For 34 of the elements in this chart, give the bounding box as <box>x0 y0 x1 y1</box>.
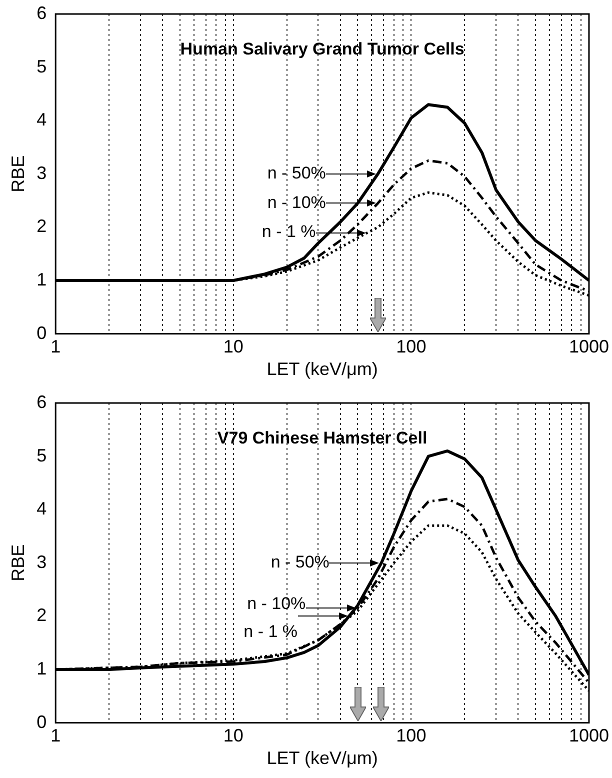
x-tick-label: 10 <box>223 336 244 357</box>
y-tick-label: 0 <box>36 322 47 343</box>
x-tick-label: 100 <box>396 336 426 357</box>
y-tick-label: 1 <box>36 658 47 678</box>
annotation: n - 10% <box>247 594 306 613</box>
y-tick-label: 6 <box>36 2 47 23</box>
x-tick-label: 10 <box>223 726 244 746</box>
y-tick-label: 0 <box>36 712 47 732</box>
text: V79 Chinese Hamster Cell <box>217 428 428 448</box>
x-tick-label: 1 <box>50 726 61 746</box>
annotation: n - 50% <box>270 552 330 572</box>
y-tick-label: 4 <box>36 498 47 519</box>
y-tick-label: 3 <box>36 162 47 183</box>
y-tick-label: 5 <box>36 445 47 466</box>
y-axis-title: RBE <box>8 544 28 582</box>
y-tick-label: 2 <box>36 605 47 626</box>
y-tick-label: 4 <box>36 110 47 130</box>
x-axis-title: LET (keV/μm) <box>266 748 378 768</box>
text: Human Salivary Grand Tumor Cells <box>180 40 464 59</box>
x-tick-label: 1000 <box>568 336 609 357</box>
y-tick-label: 3 <box>36 552 47 572</box>
x-axis-title: LET (keV/μm) <box>266 359 378 380</box>
x-tick-label: 1 <box>50 336 61 357</box>
x-tick-label: 100 <box>396 726 426 746</box>
y-tick-label: 6 <box>36 392 47 412</box>
y-tick-label: 5 <box>36 56 47 76</box>
annotation: n - 10% <box>267 192 326 212</box>
annotation: n - 1 % <box>262 222 316 242</box>
y-tick-label: 1 <box>36 269 47 290</box>
y-tick-label: 2 <box>36 216 47 236</box>
x-tick-label: 1000 <box>568 726 609 746</box>
annotation: n - 1 % <box>244 622 298 641</box>
annotation: n - 50% <box>267 164 326 183</box>
y-axis-title: RBE <box>8 155 28 192</box>
